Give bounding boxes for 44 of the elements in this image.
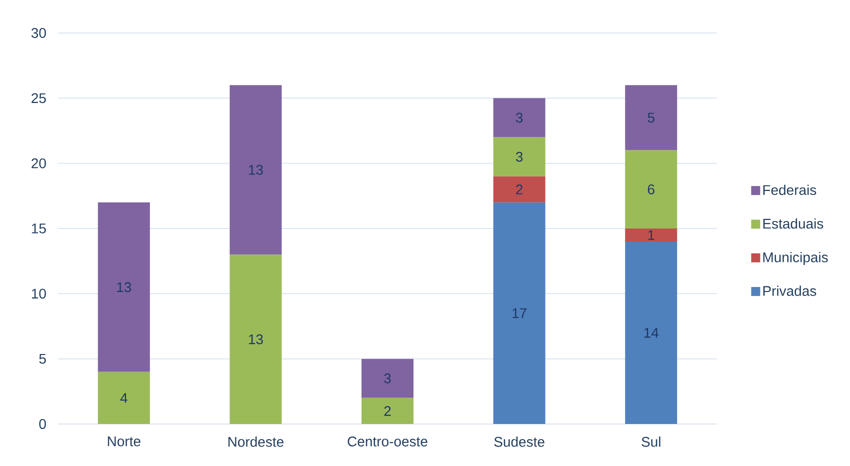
bar bbox=[230, 254, 282, 424]
x-tick-label: Sudeste bbox=[494, 436, 544, 447]
bar bbox=[493, 137, 546, 176]
data-label: 6 bbox=[648, 184, 654, 194]
data-label: 13 bbox=[248, 334, 263, 344]
bar bbox=[98, 372, 150, 424]
data-label: 1 bbox=[648, 230, 654, 240]
data-label: 2 bbox=[516, 184, 523, 194]
bar bbox=[625, 150, 678, 228]
data-label: 13 bbox=[117, 282, 132, 292]
y-tick-label: 5 bbox=[39, 354, 46, 364]
bar bbox=[625, 228, 678, 242]
bar bbox=[98, 202, 150, 372]
y-tick-label: 25 bbox=[32, 93, 46, 104]
y-tick-label: 20 bbox=[32, 158, 46, 168]
data-label: 3 bbox=[516, 112, 523, 123]
x-tick-label: Centro-oeste bbox=[348, 436, 428, 446]
y-tick-label: 10 bbox=[32, 288, 46, 299]
x-tick-label: Sul bbox=[642, 436, 660, 447]
legend-label: Estaduais bbox=[763, 218, 824, 229]
bar bbox=[625, 85, 678, 150]
data-label: 2 bbox=[384, 406, 391, 416]
x-tick-label: Norte bbox=[108, 436, 140, 446]
bar bbox=[493, 98, 546, 138]
data-label: 3 bbox=[516, 152, 523, 162]
data-label: 4 bbox=[120, 393, 128, 403]
bar bbox=[362, 358, 414, 398]
legend-label: Municipais bbox=[763, 252, 828, 266]
data-label: 3 bbox=[384, 373, 391, 384]
data-label: 13 bbox=[248, 164, 263, 175]
data-label: 5 bbox=[648, 112, 654, 123]
legend-label: Federais bbox=[763, 184, 816, 196]
data-label: 14 bbox=[644, 328, 658, 338]
y-tick-label: 15 bbox=[32, 224, 46, 234]
y-tick-label: 30 bbox=[31, 28, 46, 38]
y-tick-label: 0 bbox=[39, 419, 46, 429]
bar bbox=[493, 202, 546, 424]
bar bbox=[230, 85, 282, 255]
legend-label: Privadas bbox=[763, 286, 816, 296]
data-label: 17 bbox=[512, 308, 526, 318]
bar bbox=[362, 398, 414, 424]
x-tick-label: Nordeste bbox=[228, 436, 284, 447]
bar bbox=[493, 176, 546, 202]
bar bbox=[625, 242, 678, 424]
